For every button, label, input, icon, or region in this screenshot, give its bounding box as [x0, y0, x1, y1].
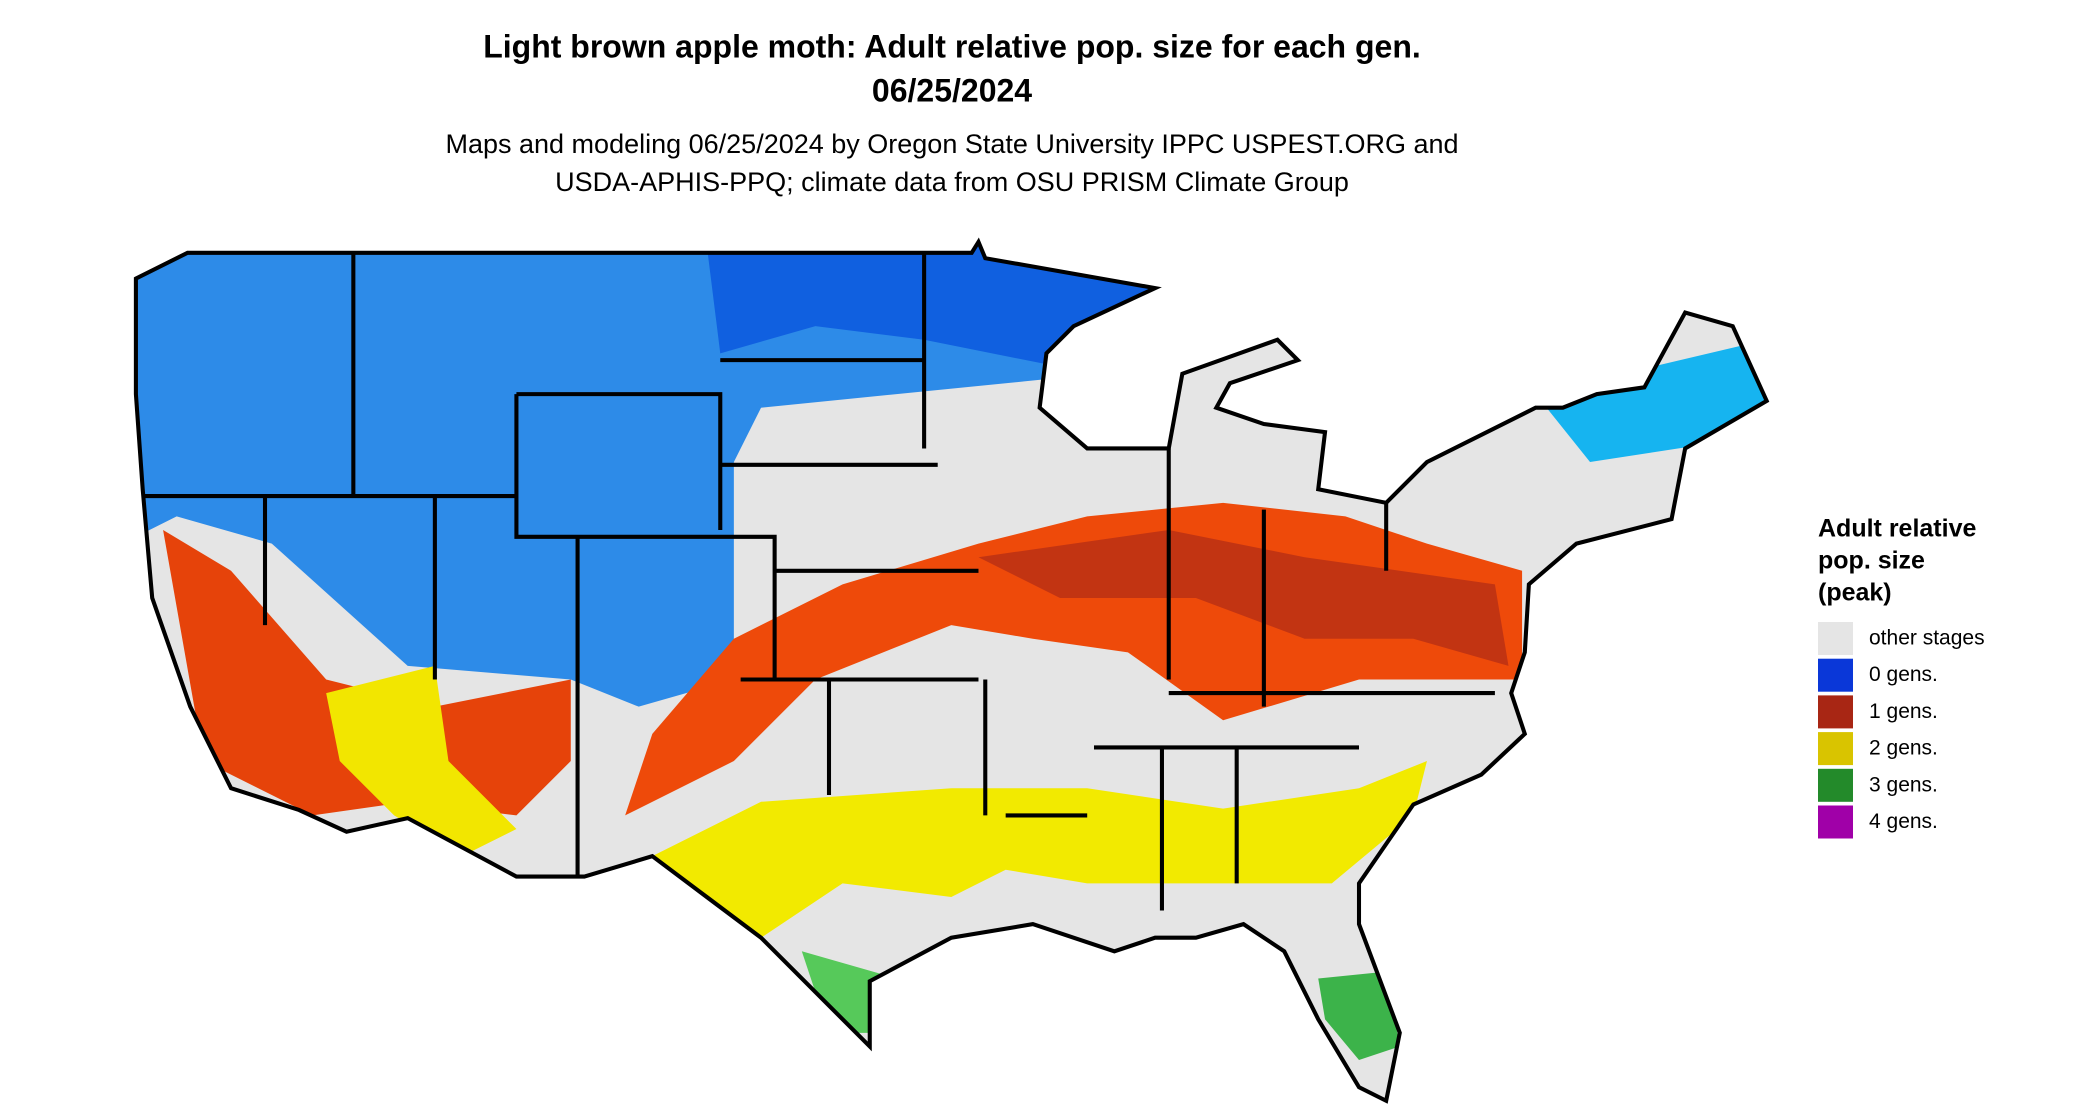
legend-swatch [1818, 622, 1853, 655]
region-0gen [135, 241, 1169, 707]
subtitle: Maps and modeling 06/25/2024 by Oregon S… [445, 129, 1458, 159]
region-2gen [326, 665, 517, 857]
legend-swatch [1818, 658, 1853, 692]
region-3gen [1318, 971, 1400, 1061]
legend-label: 1 gens. [1869, 700, 1938, 723]
legend-label: 3 gens. [1869, 773, 1938, 796]
country-border [133, 237, 1770, 1104]
legend-label: 2 gens. [1869, 737, 1938, 760]
legend-swatch [1818, 768, 1853, 802]
subtitle: USDA-APHIS-PPQ; climate data from OSU PR… [555, 167, 1349, 197]
map-fill [135, 241, 1767, 1101]
legend-swatch [1818, 805, 1853, 839]
region-0gen [1535, 339, 1767, 463]
region-0gen [706, 244, 1169, 367]
legend: other stages 0 gens. 1 gens. 2 gens. 3 gens.… [1818, 622, 1985, 839]
region-2gen [652, 761, 1427, 938]
legend-title: pop. size [1818, 547, 1925, 575]
legend-swatch [1818, 695, 1853, 729]
legend-label: 0 gens. [1869, 663, 1938, 686]
title: Light brown apple moth: Adult relative p… [483, 28, 1421, 64]
title: 06/25/2024 [872, 72, 1032, 108]
region-1gen [163, 530, 571, 816]
state-borders [142, 252, 1495, 911]
legend-swatch [1818, 732, 1853, 766]
legend-title: (peak) [1818, 579, 1892, 607]
legend-title: Adult relative [1818, 515, 1976, 543]
map [133, 237, 1770, 1104]
region-1gen [978, 530, 1509, 666]
legend-label: 4 gens. [1869, 810, 1938, 833]
legend-label: other stages [1869, 627, 1985, 650]
